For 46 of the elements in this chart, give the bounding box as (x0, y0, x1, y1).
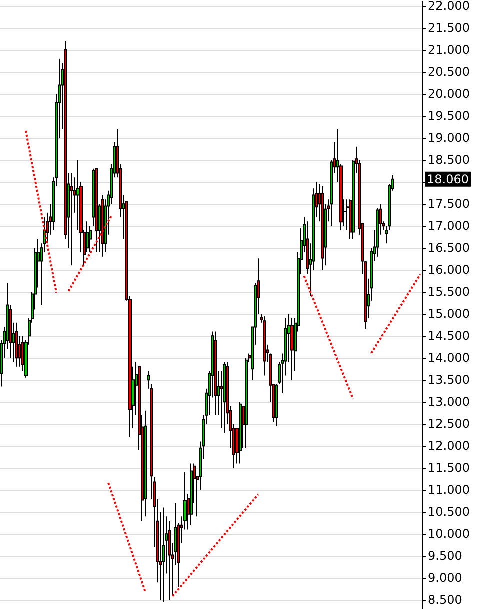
text: 18.060 (427, 172, 469, 186)
candlestick (263, 316, 266, 376)
y-tick-label: 11.500 (428, 461, 470, 476)
y-tick-label: 17.500 (428, 197, 470, 212)
candlestick (239, 402, 242, 464)
candlestick (245, 358, 248, 449)
candlestick (15, 322, 18, 368)
candlestick (376, 208, 379, 258)
candlestick (89, 226, 92, 253)
candlestick (162, 507, 165, 603)
y-tick-label: 15.500 (428, 285, 470, 300)
y-tick-label: 14.500 (428, 329, 470, 344)
y-tick-label: 18.500 (428, 153, 470, 168)
candlestick (144, 410, 147, 518)
y-tick-label: 16.000 (428, 263, 470, 278)
y-tick-label: 13.500 (428, 373, 470, 388)
y-tick-label: 10.500 (428, 505, 470, 520)
y-tick-label: 9.500 (428, 549, 462, 564)
y-tick-label: 20.500 (428, 65, 470, 80)
y-tick-label: 12.500 (428, 417, 470, 432)
y-tick-label: 21.500 (428, 21, 470, 36)
y-tick-label: 9.000 (428, 571, 462, 586)
candlestick (214, 331, 217, 416)
y-tick-label: 19.500 (428, 109, 470, 124)
candlestick (95, 168, 98, 253)
candlestick (70, 172, 73, 266)
y-tick-label: 10.000 (428, 527, 470, 542)
candlestick (101, 194, 104, 258)
y-tick-label: 22.000 (428, 0, 470, 13)
y-tick-label: 17.000 (428, 219, 470, 234)
y-tick-label: 14.000 (428, 351, 470, 366)
candlestick (223, 362, 226, 434)
y-tick-label: 16.500 (428, 241, 470, 256)
candlestick (168, 520, 171, 601)
y-tick-label: 12.000 (428, 439, 470, 454)
y-tick-label: 21.000 (428, 43, 470, 58)
candlestick (321, 186, 324, 271)
candlestick (190, 463, 193, 526)
y-tick-label: 13.000 (428, 395, 470, 410)
y-tick-label: 20.000 (428, 87, 470, 102)
candlestick (290, 318, 294, 381)
y-tick-label: 11.000 (428, 483, 470, 498)
y-tick-label: 19.000 (428, 131, 470, 146)
y-tick-label: 15.000 (428, 307, 470, 322)
candlestick (275, 384, 278, 427)
y-tick-label: 8.500 (428, 593, 462, 608)
